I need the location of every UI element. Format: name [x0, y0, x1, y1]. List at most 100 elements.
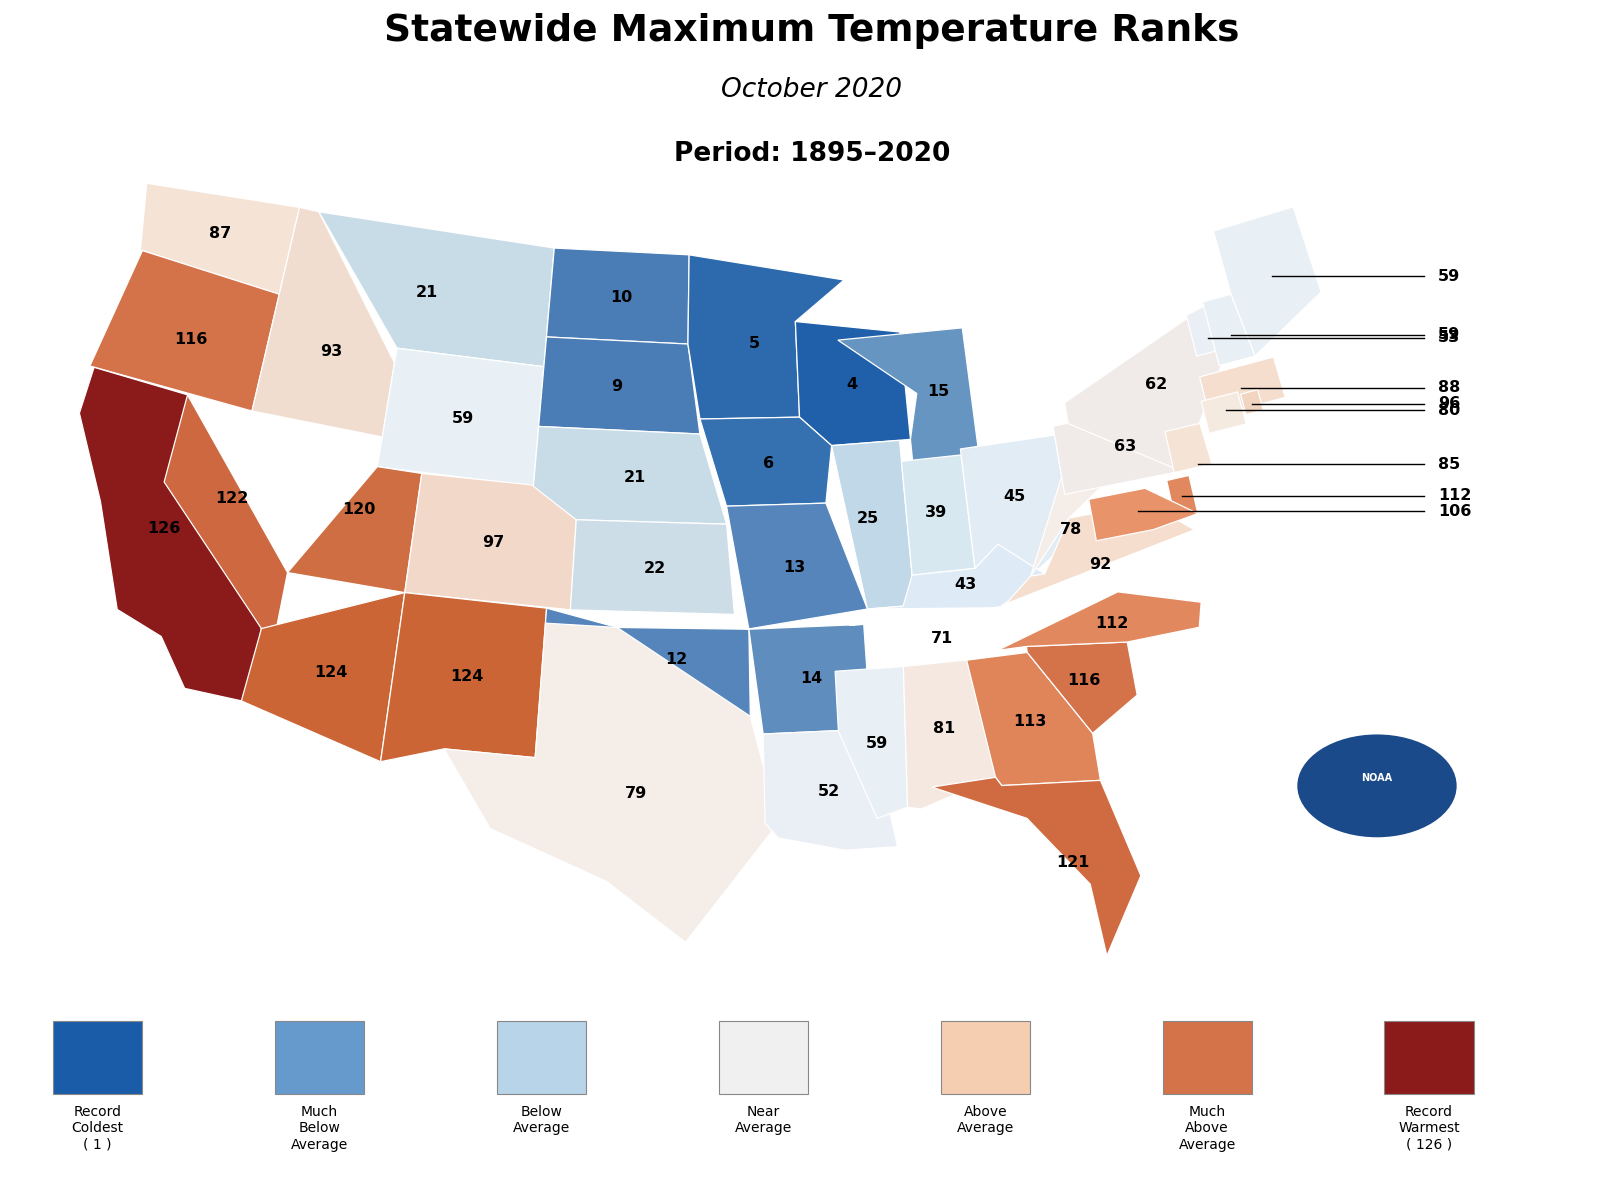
FancyBboxPatch shape — [52, 1020, 143, 1093]
Text: 6: 6 — [763, 455, 774, 471]
Text: 63: 63 — [1113, 439, 1134, 454]
Text: 53: 53 — [1436, 330, 1459, 345]
Text: 80: 80 — [1436, 403, 1459, 417]
FancyBboxPatch shape — [274, 1020, 364, 1093]
Text: 124: 124 — [313, 664, 347, 680]
Text: 14: 14 — [800, 671, 821, 686]
Polygon shape — [966, 652, 1100, 785]
Polygon shape — [1164, 423, 1211, 473]
Text: 21: 21 — [415, 285, 438, 300]
Polygon shape — [570, 519, 734, 614]
Polygon shape — [252, 208, 394, 436]
Text: 62: 62 — [1144, 377, 1167, 391]
FancyBboxPatch shape — [717, 1020, 808, 1093]
Polygon shape — [539, 337, 700, 434]
Polygon shape — [140, 184, 299, 294]
Polygon shape — [700, 417, 831, 506]
Text: 124: 124 — [451, 669, 484, 683]
Text: 25: 25 — [857, 511, 878, 527]
Polygon shape — [1087, 489, 1198, 541]
Polygon shape — [380, 593, 547, 761]
Polygon shape — [1199, 357, 1284, 417]
Polygon shape — [1240, 389, 1263, 415]
Polygon shape — [837, 327, 979, 464]
Polygon shape — [1052, 401, 1180, 495]
Text: 12: 12 — [665, 652, 687, 667]
Polygon shape — [1065, 313, 1225, 471]
Polygon shape — [748, 624, 870, 734]
Text: 59: 59 — [865, 737, 888, 751]
Text: 112: 112 — [1094, 616, 1128, 631]
Polygon shape — [959, 435, 1071, 576]
FancyBboxPatch shape — [497, 1020, 586, 1093]
Text: 59: 59 — [1436, 327, 1459, 342]
Polygon shape — [1005, 503, 1193, 604]
Polygon shape — [80, 368, 261, 702]
Text: 87: 87 — [209, 225, 232, 241]
Text: 15: 15 — [927, 383, 948, 398]
Text: 97: 97 — [482, 535, 505, 550]
Text: 10: 10 — [610, 289, 633, 305]
Text: Near
Average: Near Average — [734, 1105, 792, 1135]
Text: 116: 116 — [1066, 672, 1100, 688]
Polygon shape — [901, 455, 974, 575]
Text: 81: 81 — [932, 721, 954, 737]
Text: Statewide Maximum Temperature Ranks: Statewide Maximum Temperature Ranks — [385, 13, 1238, 49]
Text: 78: 78 — [1060, 523, 1081, 537]
Polygon shape — [795, 321, 911, 446]
Text: 9: 9 — [612, 380, 622, 394]
Polygon shape — [377, 349, 544, 486]
Polygon shape — [1165, 476, 1198, 518]
Polygon shape — [318, 212, 553, 366]
Text: 13: 13 — [782, 560, 805, 575]
Polygon shape — [763, 729, 898, 850]
Text: Much
Below
Average: Much Below Average — [291, 1105, 347, 1152]
Polygon shape — [532, 427, 725, 524]
Polygon shape — [834, 667, 907, 818]
Ellipse shape — [1295, 733, 1457, 839]
Text: 79: 79 — [625, 785, 646, 801]
Polygon shape — [242, 593, 404, 761]
Polygon shape — [1031, 465, 1123, 576]
Text: 85: 85 — [1436, 457, 1459, 472]
Polygon shape — [725, 503, 867, 630]
Polygon shape — [1201, 294, 1255, 365]
Polygon shape — [997, 592, 1201, 650]
Text: 116: 116 — [174, 332, 208, 347]
Text: Above
Average: Above Average — [956, 1105, 1013, 1135]
Text: 52: 52 — [816, 784, 839, 799]
Polygon shape — [164, 395, 287, 631]
Text: 93: 93 — [320, 344, 342, 359]
FancyBboxPatch shape — [1162, 1020, 1251, 1093]
Polygon shape — [932, 777, 1141, 956]
Polygon shape — [1212, 206, 1319, 356]
Text: 88: 88 — [1436, 381, 1459, 395]
Text: 39: 39 — [923, 505, 946, 519]
Text: 59: 59 — [451, 410, 474, 426]
Text: 120: 120 — [342, 502, 375, 517]
Text: Below
Average: Below Average — [513, 1105, 570, 1135]
FancyBboxPatch shape — [940, 1020, 1029, 1093]
Text: Much
Above
Average: Much Above Average — [1178, 1105, 1235, 1152]
Polygon shape — [1201, 391, 1245, 433]
Polygon shape — [1026, 642, 1136, 733]
Text: 45: 45 — [1003, 489, 1024, 504]
Text: 4: 4 — [846, 377, 857, 391]
Text: 21: 21 — [623, 470, 646, 485]
Text: 121: 121 — [1057, 855, 1089, 871]
Polygon shape — [849, 600, 1053, 625]
Polygon shape — [404, 473, 578, 610]
Text: 112: 112 — [1436, 489, 1470, 503]
Text: 5: 5 — [748, 337, 760, 351]
Text: 71: 71 — [930, 631, 953, 646]
Text: 92: 92 — [1089, 557, 1112, 572]
Text: Record
Coldest
( 1 ): Record Coldest ( 1 ) — [71, 1105, 123, 1152]
Polygon shape — [287, 466, 422, 593]
Text: October 2020: October 2020 — [721, 77, 902, 103]
FancyBboxPatch shape — [1384, 1020, 1474, 1093]
Polygon shape — [831, 440, 914, 610]
Polygon shape — [688, 255, 844, 419]
Polygon shape — [443, 623, 777, 942]
Text: 122: 122 — [214, 491, 248, 506]
Polygon shape — [547, 248, 688, 344]
